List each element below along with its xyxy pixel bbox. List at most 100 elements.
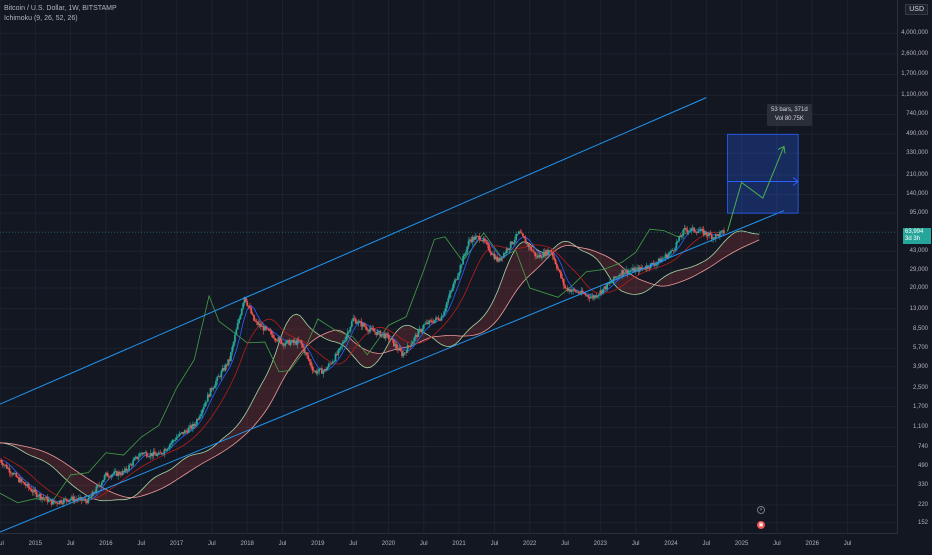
- currency-selector[interactable]: USD: [905, 4, 928, 15]
- candle-body: [64, 498, 67, 500]
- candle-body: [474, 236, 477, 240]
- candle-body: [640, 267, 643, 269]
- x-tick-label: Jul: [137, 541, 146, 547]
- candle-body: [565, 287, 568, 289]
- candle-body: [337, 350, 340, 355]
- candle-body: [170, 442, 173, 445]
- symbol-title[interactable]: Bitcoin / U.S. Dollar, 1W, BITSTAMP: [4, 5, 117, 12]
- candle-body: [349, 326, 352, 332]
- candle-body: [153, 451, 156, 455]
- candle-body: [191, 423, 194, 429]
- candle-body: [301, 344, 304, 348]
- candle-body: [209, 388, 212, 397]
- candle-body: [7, 468, 10, 469]
- candle-body: [235, 329, 238, 335]
- y-tick-label: 1,700: [912, 403, 928, 410]
- x-tick-label: 2026: [805, 541, 819, 547]
- candle-body: [152, 451, 155, 457]
- x-tick-label: 2016: [99, 541, 113, 547]
- candle-body: [710, 234, 713, 240]
- candle-body: [310, 361, 312, 367]
- candle-body: [416, 334, 418, 338]
- candle-body: [216, 376, 219, 382]
- chart-legend: Bitcoin / U.S. Dollar, 1W, BITSTAMP Ichi…: [4, 4, 117, 24]
- candle-body: [667, 254, 670, 259]
- candle-body: [164, 449, 167, 451]
- candle-body: [43, 497, 46, 499]
- candle-body: [88, 497, 91, 499]
- candle-body: [342, 342, 345, 344]
- candle-body: [708, 233, 710, 237]
- candle-body: [623, 272, 626, 275]
- candle-body: [676, 240, 679, 243]
- candle-body: [555, 264, 558, 269]
- candle-body: [201, 409, 204, 414]
- event-flag-icon[interactable]: ▣: [757, 521, 765, 529]
- candle-body: [365, 327, 368, 330]
- candle-body: [9, 472, 12, 474]
- candle-body: [619, 275, 622, 276]
- candle-body: [163, 449, 166, 454]
- candle-body: [462, 255, 465, 265]
- measure-box: [727, 133, 799, 214]
- candle-body: [227, 359, 230, 366]
- candle-body: [221, 367, 224, 372]
- time-scale[interactable]: Jul 2015 Jul 2016 Jul 2017 Jul 2018 Jul 2019 Jul 20…: [0, 533, 898, 550]
- candle-body: [421, 328, 424, 332]
- candle-body: [579, 293, 581, 295]
- candle-body: [19, 478, 22, 483]
- candle-body: [49, 499, 52, 501]
- candle-body: [208, 394, 211, 397]
- candle-body: [0, 459, 3, 463]
- candle-body: [54, 502, 57, 503]
- candle-body: [172, 440, 175, 441]
- candle-body: [276, 340, 278, 342]
- candle-body: [607, 283, 610, 285]
- candle-body: [280, 339, 283, 344]
- channel-upper-line: [0, 97, 707, 405]
- candle-body: [584, 293, 587, 296]
- ichimoku-indicator-label[interactable]: Ichimoku (9, 26, 52, 26): [4, 15, 78, 22]
- candle-body: [175, 437, 178, 440]
- candle-body: [448, 293, 451, 299]
- candle-body: [335, 353, 338, 355]
- candle-body: [721, 230, 724, 232]
- candle-body: [121, 471, 124, 476]
- candle-body: [572, 289, 575, 291]
- candle-body: [663, 257, 666, 259]
- candle-body: [418, 329, 421, 331]
- candle-body: [541, 257, 543, 259]
- candle-body: [171, 440, 174, 443]
- price-scale[interactable]: USD 152 220 330 490 740 1,100 1,700 2,500 3,900 5…: [897, 0, 932, 534]
- candle-body: [224, 364, 227, 371]
- candle-body: [454, 279, 456, 284]
- candle-body: [277, 337, 280, 341]
- candle-body: [3, 464, 5, 466]
- candle-body: [96, 484, 99, 487]
- candle-body: [407, 345, 410, 347]
- candle-body: [39, 494, 42, 500]
- candle-body: [498, 258, 501, 261]
- candle-body: [531, 250, 534, 252]
- candle-body: [292, 340, 295, 343]
- candle-body: [706, 234, 709, 237]
- candle-body: [329, 363, 331, 365]
- candle-body: [315, 371, 318, 374]
- candle-body: [137, 456, 140, 459]
- candle-body: [149, 453, 152, 457]
- candle-body: [467, 241, 470, 247]
- candle-body: [293, 340, 296, 343]
- candle-body: [11, 473, 14, 475]
- candle-body: [420, 329, 422, 332]
- y-tick-label: 210,000: [906, 172, 928, 178]
- candle-body: [378, 330, 380, 332]
- earnings-event-icon[interactable]: ⚡: [757, 506, 765, 514]
- candle-body: [217, 376, 220, 377]
- candle-body: [304, 352, 307, 354]
- candle-body: [181, 432, 183, 434]
- candle-body: [637, 267, 640, 272]
- measure-arrow-head: [792, 177, 799, 186]
- candle-body: [31, 491, 34, 493]
